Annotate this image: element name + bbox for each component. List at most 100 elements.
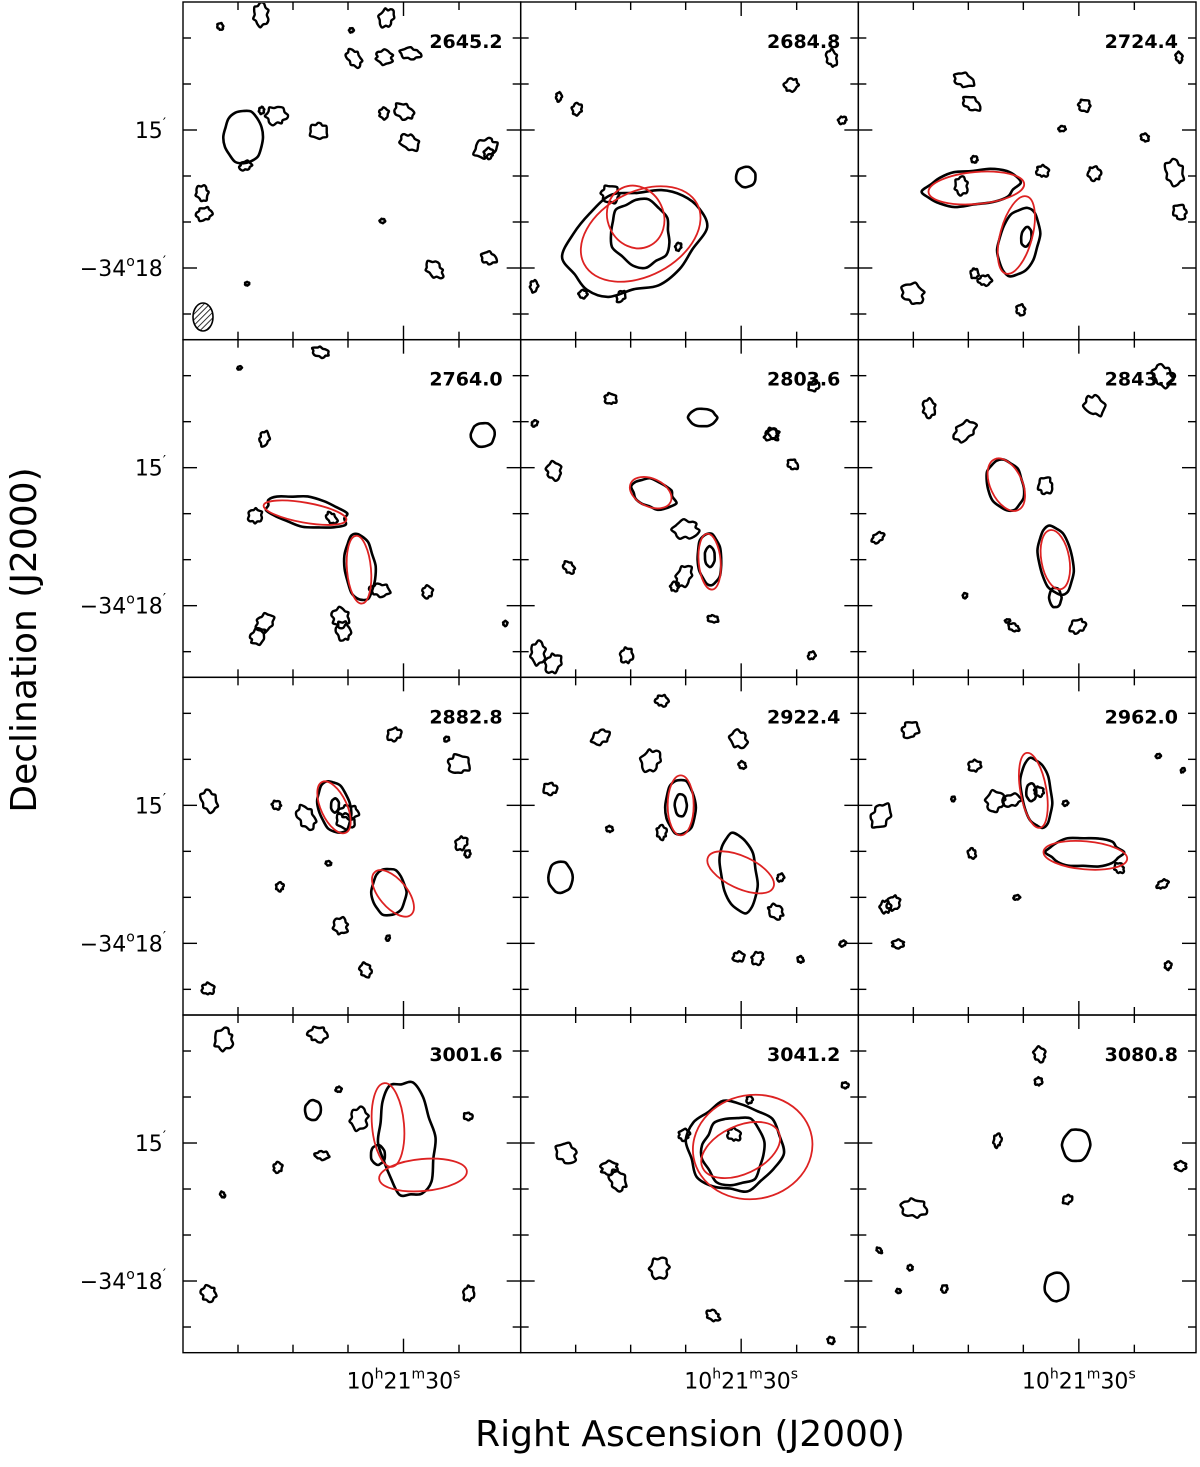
channel-panel: 2764.0 [182,338,522,679]
noise-contour [796,954,805,964]
noise-contour [653,693,671,708]
channel-panel: 2843.2 [857,338,1197,679]
noise-contour [243,280,251,287]
velocity-label: 2684.8 [767,31,840,53]
hi-contour [609,197,671,270]
channel-panel: 2724.4 [857,1,1197,341]
noise-contour [991,1132,1004,1150]
noise-contour [544,459,563,483]
noise-contour [706,613,720,624]
channel-panel: 3001.6 [182,1014,522,1354]
noise-contour [386,726,403,743]
noise-contour [1155,878,1171,890]
model-contour [262,499,348,526]
noise-contour [1076,98,1092,114]
hi-contour [920,167,1023,209]
noise-contour [194,205,214,223]
velocity-label: 2922.4 [767,706,840,728]
noise-contour [501,619,509,628]
dec-tick-label: 15′ [135,454,166,482]
channel-panel: 2645.2 [182,1,522,341]
velocity-label: 2803.6 [767,369,840,391]
dec-tick-label: −34o18′ [80,592,166,620]
contour-layer [869,720,1187,972]
velocity-label: 2724.4 [1105,31,1178,53]
noise-contour [528,639,548,667]
noise-contour [377,7,396,29]
hi-contour [303,1098,323,1122]
velocity-label: 2962.0 [1105,706,1178,728]
noise-contour [442,735,451,743]
noise-contour [1154,752,1163,760]
hi-contour [315,779,353,834]
channel-panel: 2922.4 [519,676,860,1016]
channel-panel: 2882.8 [182,676,522,1016]
velocity-label: 2645.2 [429,31,502,53]
noise-contour [647,1256,671,1281]
noise-contour [878,899,893,915]
noise-contour [1139,132,1151,143]
noise-contour [561,559,577,575]
channel-panel: 3041.2 [519,1014,860,1354]
noise-contour [967,758,983,773]
hi-contour [1024,782,1038,803]
noise-contour [334,620,353,642]
hi-contour [221,109,265,165]
noise-contour [530,418,540,428]
noise-contour [576,288,589,300]
model-contour [345,534,373,605]
noise-contour [1171,203,1188,221]
noise-contour [251,3,270,29]
noise-contour [310,345,330,360]
noise-contour [806,650,818,661]
contour-layer [900,50,1188,317]
noise-contour [775,872,786,883]
channel-panel: 2684.8 [519,1,860,341]
noise-contour [674,564,694,589]
noise-contour [424,259,445,280]
contour-layer [198,726,472,996]
noise-contour [939,1284,949,1294]
hi-contour [1019,225,1033,248]
noise-contour [454,835,469,852]
hi-contour [469,421,497,449]
noise-contour [1012,893,1022,902]
noise-contour [782,77,801,94]
model-contour [378,1157,468,1193]
noise-contour [272,1160,284,1175]
noise-contour [1112,861,1126,875]
channel-panels: 2645.2 2684.8 2724.4 2764.0 2803.6 2843.2 2882… [182,1,1197,1354]
noise-contour [826,1335,836,1346]
noise-contour [836,115,848,126]
noise-contour [246,506,264,525]
channel-panel: 3080.8 [857,1014,1197,1354]
noise-contour [1179,766,1187,774]
hi-contour [560,188,709,299]
model-contour [316,780,352,835]
noise-contour [393,102,416,122]
noise-contour [766,426,780,442]
contour-layer [542,693,848,967]
noise-contour [331,915,350,936]
noise-contour [570,101,584,117]
hi-contour [264,494,349,529]
noise-contour [890,938,906,950]
noise-contour [294,803,318,832]
dec-tick-label: 15′ [135,791,166,819]
noise-contour [420,584,435,600]
noise-contour [463,849,472,859]
ra-tick-label: 10h21m30s [347,1367,461,1395]
noise-contour [330,605,351,630]
noise-contour [1057,124,1068,133]
noise-contour [885,894,902,913]
model-contour [370,1082,406,1168]
dec-tick-label: 15′ [135,116,166,144]
noise-contour [384,934,392,942]
noise-contour [840,1081,850,1090]
noise-contour [869,802,893,829]
velocity-label: 2843.2 [1105,369,1178,391]
noise-contour [1031,1045,1047,1064]
noise-contour [952,71,976,89]
noise-contour [677,1127,692,1143]
